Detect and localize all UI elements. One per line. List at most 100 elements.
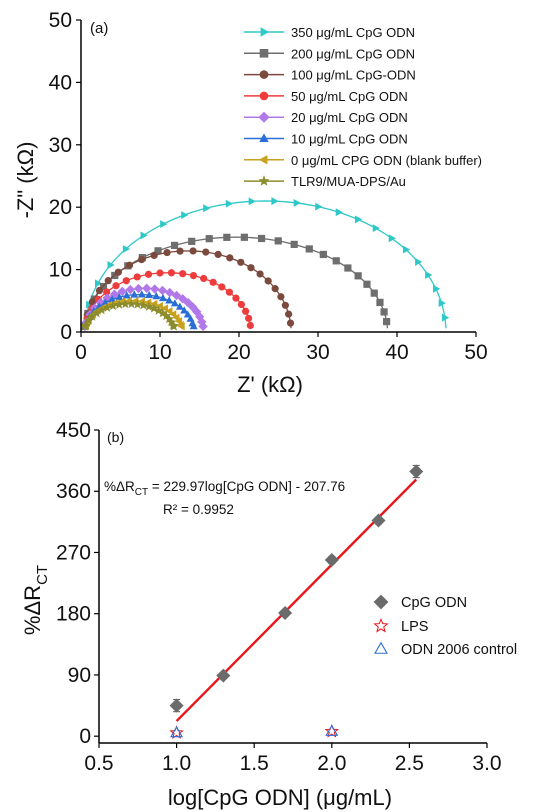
panel-b-y-axis-label: %ΔRCT (20, 565, 51, 635)
panel-b-x-tick-label: 1.5 (240, 752, 269, 775)
legend-marker (258, 155, 268, 165)
legend-marker (260, 27, 270, 37)
data-point (170, 299, 179, 307)
data-point (402, 245, 411, 254)
data-point (114, 299, 125, 309)
data-point (290, 240, 298, 248)
data-point (126, 298, 137, 309)
panel-b-label: (b) (107, 429, 124, 445)
data-point (170, 241, 179, 249)
panel-a-y-tick-label: 10 (49, 259, 72, 282)
data-point (240, 233, 248, 241)
data-point (170, 725, 184, 738)
legend-label: 350 μg/mL CpG ODN (291, 25, 415, 40)
data-point (223, 233, 231, 241)
legend-entry: 0 μg/mL CPG ODN (blank buffer) (244, 153, 482, 168)
data-point (153, 305, 164, 315)
data-point (125, 284, 136, 295)
data-point (197, 317, 207, 327)
data-point (189, 272, 198, 280)
data-point (161, 310, 172, 321)
data-point (425, 271, 433, 280)
panel-a-y-tick-label: 50 (49, 9, 72, 32)
data-point (155, 301, 163, 310)
panel-b-y-tick-label: 180 (56, 603, 91, 626)
data-point (344, 264, 352, 272)
panel-a-legend: 350 μg/mL CpG ODN 200 μg/mL CpG ODN 100 μg… (244, 25, 482, 189)
data-point (137, 290, 146, 298)
data-point (181, 211, 189, 220)
equation-label: %ΔRCT = 229.97log[CpG ODN] - 207.76 (104, 479, 345, 498)
data-point (188, 237, 196, 245)
panel-b-x-tick-label: 0.5 (84, 752, 113, 775)
data-point (293, 198, 301, 207)
data-point (195, 312, 205, 322)
data-point (226, 254, 234, 262)
data-point (271, 285, 279, 293)
legend-label: 100 μg/mL CpG-ODN (291, 68, 416, 83)
data-point (256, 270, 264, 278)
panel-b-x-tick-label: 3.0 (472, 752, 501, 775)
data-point (86, 300, 94, 309)
data-point (438, 299, 446, 308)
data-point (380, 308, 388, 316)
data-point (179, 270, 187, 278)
legend-marker (259, 70, 269, 79)
data-point (150, 284, 160, 294)
legend-entry: ODN 2006 control (374, 641, 517, 658)
panel-b-y-tick-label: 360 (56, 480, 91, 503)
panel-a-label: (a) (90, 20, 108, 37)
data-point (152, 292, 161, 300)
data-point (205, 235, 213, 243)
panel-a-x-tick-label: 20 (227, 341, 250, 364)
panel-b-x-tick-label: 2.0 (317, 752, 346, 775)
panel-b-series-1 (169, 464, 424, 713)
data-point (372, 224, 380, 233)
data-point (130, 290, 139, 298)
data-point (107, 261, 115, 269)
legend-label: TLR9/MUA-DPS/Au (291, 174, 406, 189)
data-point (157, 308, 168, 318)
legend-entry: 200 μg/mL CpG ODN (244, 46, 415, 61)
legend-label: ODN 2006 control (401, 642, 517, 658)
series-line-2 (84, 236, 389, 329)
data-point (94, 279, 103, 288)
data-point (271, 197, 279, 206)
data-point (169, 321, 179, 331)
legend-label: LPS (401, 619, 428, 635)
data-point (216, 668, 231, 683)
panel-b-y-tick-label: 450 (56, 419, 91, 442)
legend-entry: 100 μg/mL CpG-ODN (244, 68, 416, 83)
series-3 (81, 247, 295, 330)
data-point (165, 307, 173, 316)
data-point (122, 277, 130, 285)
data-point (285, 310, 293, 318)
panel-b-x-axis-label: log[CpG ODN] (μg/mL) (168, 785, 392, 810)
data-point (257, 234, 266, 243)
data-point (169, 725, 184, 739)
data-point (114, 268, 122, 276)
data-point (277, 293, 285, 301)
data-point (409, 464, 424, 479)
data-point (103, 288, 111, 296)
data-point (218, 283, 226, 291)
data-point (108, 295, 117, 303)
panel-a-y-tick-label: 40 (49, 71, 72, 94)
legend-entry: TLR9/MUA-DPS/Au (244, 174, 406, 189)
data-point (91, 307, 102, 318)
data-point (209, 278, 217, 286)
data-point (142, 283, 152, 294)
data-point (166, 317, 177, 327)
legend-marker (373, 594, 389, 610)
data-point (371, 513, 386, 528)
legend-marker (258, 111, 270, 123)
data-point (248, 197, 256, 206)
panel-b-y-tick-label: 0 (79, 725, 91, 748)
data-point (115, 292, 124, 301)
legend-marker (373, 617, 389, 633)
legend-label: 50 μg/mL CpG ODN (291, 89, 408, 104)
data-point (200, 274, 208, 283)
data-point (160, 220, 168, 229)
data-point (143, 301, 154, 311)
data-point (167, 269, 176, 277)
